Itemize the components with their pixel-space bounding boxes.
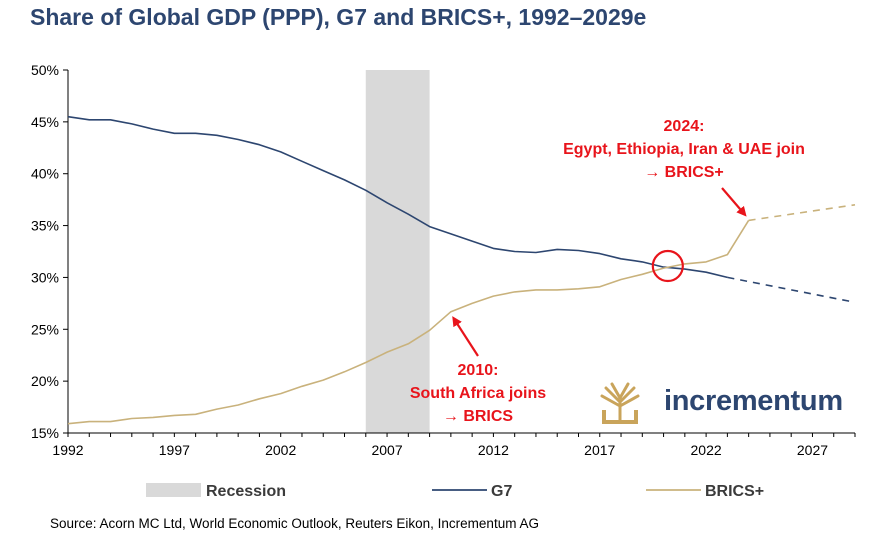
annotation-2010-line: South Africa joins	[410, 385, 546, 402]
series-line-brics	[67, 219, 750, 425]
x-tick-label: 2007	[371, 442, 402, 458]
x-tick-label: 2002	[265, 442, 296, 458]
annotation-2024-line: Egypt, Ethiopia, Iran & UAE join	[563, 141, 805, 158]
legend-label-recession: Recession	[206, 483, 286, 500]
recession-band	[365, 70, 430, 433]
x-tick-label: 2012	[478, 442, 509, 458]
x-tick-label: 1992	[52, 442, 83, 458]
legend-label-g7: G7	[491, 483, 512, 500]
crossover-circle	[651, 249, 684, 283]
y-tick-label: 20%	[31, 373, 59, 389]
annotation-2024-line: → BRICS+	[644, 164, 724, 181]
annotation-2010-arrow	[452, 316, 479, 357]
y-tick-label: 40%	[31, 166, 59, 182]
legend-swatch-recession	[146, 483, 201, 497]
y-tick-label: 50%	[31, 62, 59, 78]
x-tick-label: 1997	[159, 442, 190, 458]
annotation-2010-line: 2010:	[458, 362, 499, 379]
x-tick-label: 2017	[584, 442, 615, 458]
series-line-g7	[67, 115, 728, 279]
series-projection-brics	[748, 204, 856, 222]
series-projection-g7	[727, 276, 856, 304]
chart-title: Share of Global GDP (PPP), G7 and BRICS+…	[30, 4, 647, 30]
legend-label-brics: BRICS+	[705, 483, 764, 500]
logo-text: incrementum	[664, 385, 843, 417]
x-tick-label: 2022	[691, 442, 722, 458]
y-tick-label: 15%	[31, 425, 59, 441]
annotation-2010-line: → BRICS	[443, 408, 514, 425]
y-tick-label: 30%	[31, 269, 59, 285]
x-tick-label: 2027	[797, 442, 828, 458]
incrementum-logo-icon	[596, 378, 645, 424]
y-tick-label: 35%	[31, 218, 59, 234]
y-tick-label: 25%	[31, 321, 59, 337]
source-note: Source: Acorn MC Ltd, World Economic Out…	[50, 516, 539, 531]
annotation-2024-arrow	[721, 187, 747, 217]
y-tick-label: 45%	[31, 114, 59, 130]
annotation-2024-line: 2024:	[664, 118, 705, 135]
